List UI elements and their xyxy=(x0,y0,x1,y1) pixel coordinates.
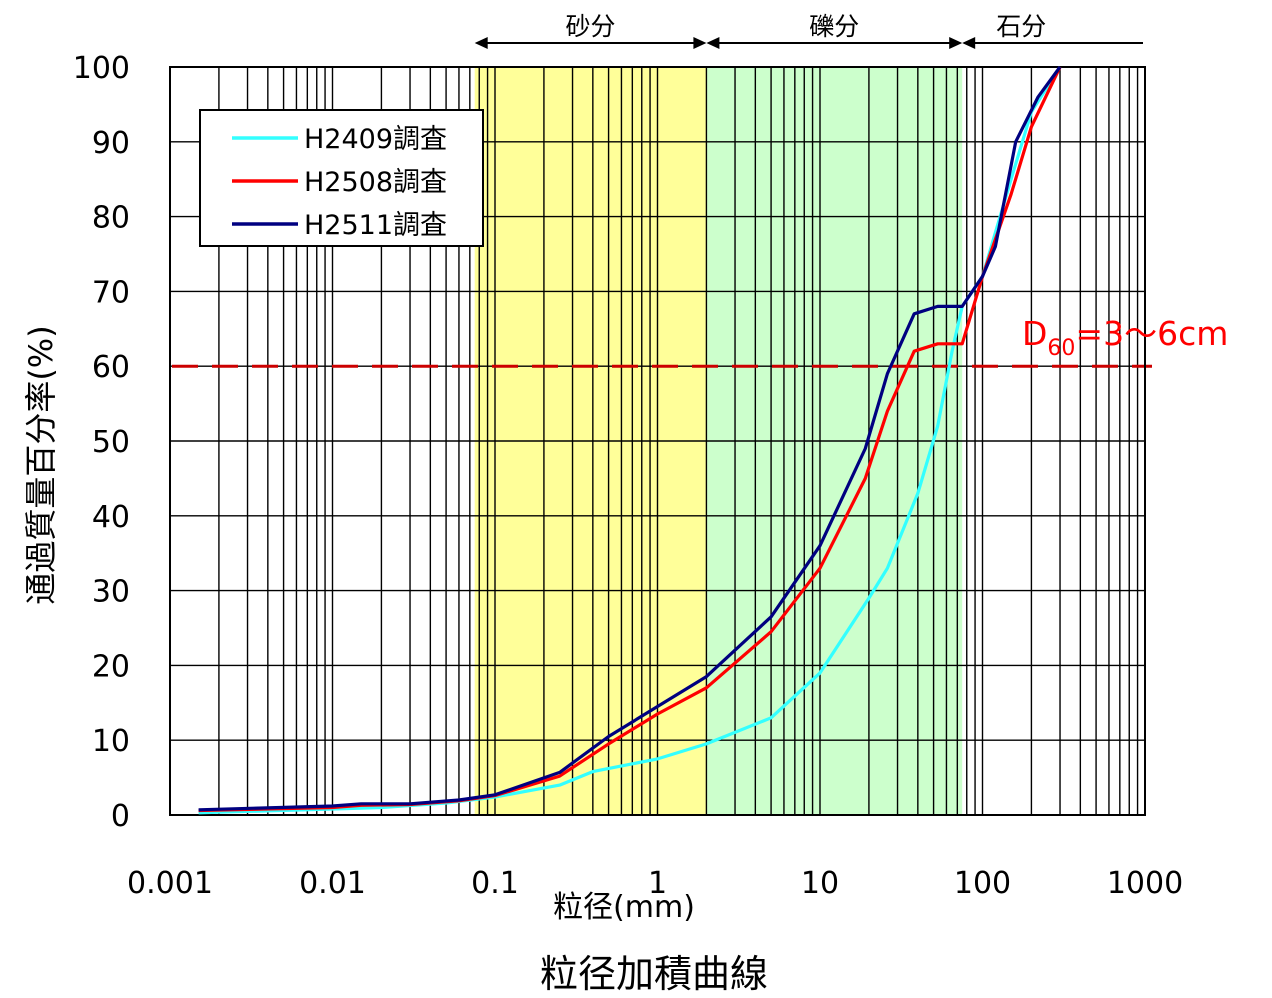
d60-annotation: D60=3～6cm xyxy=(1022,314,1228,361)
y-tick-label: 0 xyxy=(111,799,130,834)
band-label-2: 石分 xyxy=(996,12,1046,41)
series-lines xyxy=(198,66,1062,815)
legend-label-0: H2409調査 xyxy=(304,124,447,155)
legend: H2409調査 H2508調査 H2511調査 xyxy=(199,109,484,247)
x-tick-label: 0.01 xyxy=(299,866,366,901)
band-arrow-head xyxy=(693,37,707,49)
band-arrow-head xyxy=(706,37,720,49)
y-tick-label: 100 xyxy=(73,51,130,86)
y-tick-label: 80 xyxy=(92,201,130,236)
y-tick-labels: 0 10 20 30 40 50 60 70 80 90 100 xyxy=(73,51,130,834)
band-arrow-head xyxy=(474,37,488,49)
band-header: 砂分 礫分 石分 xyxy=(474,12,1143,49)
y-tick-label: 70 xyxy=(92,275,130,310)
band-label-1: 礫分 xyxy=(809,12,859,41)
y-axis-label: 通過質量百分率(%) xyxy=(22,325,60,604)
x-tick-label: 1000 xyxy=(1107,866,1183,901)
y-tick-label: 40 xyxy=(92,500,130,535)
legend-label-2: H2511調査 xyxy=(304,210,447,241)
x-tick-label: 1 xyxy=(648,866,667,901)
x-axis-label: 粒径(mm) xyxy=(553,890,695,925)
y-tick-label: 20 xyxy=(92,649,130,684)
x-tick-labels: 0.001 0.01 0.1 1 10 100 1000 xyxy=(127,866,1183,901)
legend-box xyxy=(199,109,484,247)
legend-label-1: H2508調査 xyxy=(304,167,447,198)
band-arrow-head xyxy=(962,37,976,49)
x-tick-label: 100 xyxy=(954,866,1011,901)
plot-frame xyxy=(169,66,1146,816)
series-line-2 xyxy=(198,66,1062,812)
y-tick-label: 60 xyxy=(92,350,130,385)
y-tick-label: 30 xyxy=(92,575,130,610)
band-label-0: 砂分 xyxy=(566,12,616,41)
y-tick-label: 50 xyxy=(92,425,130,460)
x-tick-label: 0.001 xyxy=(127,866,213,901)
x-tick-label: 10 xyxy=(801,866,839,901)
chart-title: 粒径加積曲線 xyxy=(540,952,768,996)
y-tick-label: 90 xyxy=(92,126,130,161)
band-arrow-head xyxy=(949,37,963,49)
x-tick-label: 0.1 xyxy=(471,866,519,901)
y-tick-label: 10 xyxy=(92,724,130,759)
